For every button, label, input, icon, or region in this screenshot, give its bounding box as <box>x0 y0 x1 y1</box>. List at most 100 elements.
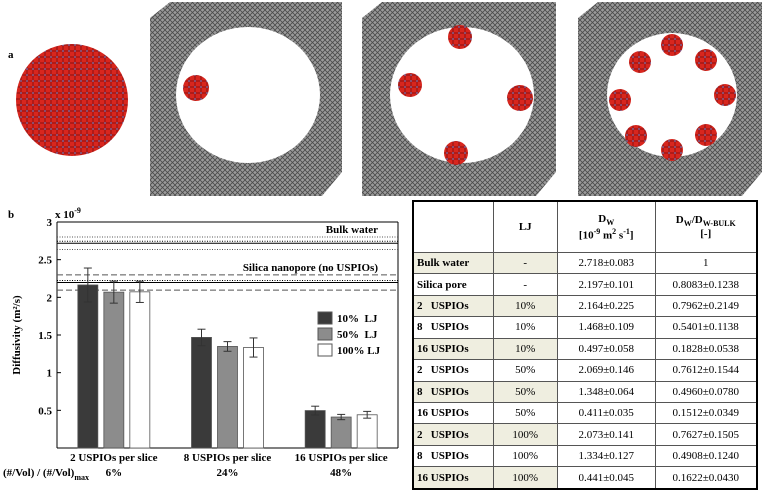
header-text: D <box>598 212 607 225</box>
table-row: 2 USPIOs 50% 2.069±0.146 0.7612±0.1544 <box>412 359 758 382</box>
table-header-cell: LJ <box>492 200 558 253</box>
table-cell: 2 USPIOs <box>412 423 494 446</box>
table-cell: 1.348±0.064 <box>556 380 656 403</box>
y-tick-label: 3 <box>47 217 53 229</box>
y-tick-label: 1.5 <box>38 330 52 342</box>
table-cell: 10% <box>492 316 558 339</box>
x-sub-title-subscript: max <box>74 473 89 482</box>
bar <box>217 346 238 449</box>
legend-swatch <box>317 311 333 325</box>
table-cell: 0.1622±0.0430 <box>654 466 758 490</box>
table-cell: 0.7627±0.1505 <box>654 423 758 446</box>
scale-exponent: -9 <box>74 206 81 215</box>
table-header-cell: DW [10-9 m2 s-1] <box>556 200 656 253</box>
table-cell: 0.4908±0.1240 <box>654 444 758 468</box>
table-cell: 2 USPIOs <box>412 294 494 318</box>
table-row: 2 USPIOs 100% 2.073±0.141 0.7627±0.1505 <box>412 423 758 446</box>
table-cell: 2.197±0.101 <box>556 273 656 296</box>
table-cell: Bulk water <box>412 251 494 275</box>
table-header-cell <box>412 200 494 253</box>
table-cell: 16 USPIOs <box>412 337 494 361</box>
table-cell: 50% <box>492 380 558 403</box>
header-text: /D <box>691 213 703 226</box>
table-row: 16 USPIOs 100% 0.441±0.045 0.1622±0.0430 <box>412 466 758 490</box>
table-row: 16 USPIOs 50% 0.411±0.035 0.1512±0.0349 <box>412 401 758 425</box>
table-cell: 0.1512±0.0349 <box>654 401 758 425</box>
bar <box>103 291 125 449</box>
table-cell: 1.334±0.127 <box>556 444 656 468</box>
panel-label: b <box>8 209 14 221</box>
table-cell: 8 USPIOs <box>412 380 494 403</box>
table-cell: 8 USPIOs <box>412 316 494 339</box>
bar <box>304 410 326 449</box>
legend-label: 10% LJ <box>337 313 378 325</box>
table-cell: 2.164±0.225 <box>556 294 656 318</box>
header-text: 2 <box>612 226 617 236</box>
table-cell: 0.5401±0.1138 <box>654 316 758 339</box>
header-text: [10 <box>578 229 594 242</box>
x-tick-label: 16 USPIOs per slice <box>295 452 388 464</box>
table-row: Bulk water -2.718±0.083 1 <box>412 251 758 275</box>
table-row: Silica pore -2.197±0.101 0.8083±0.1238 <box>412 273 758 296</box>
table-cell: 10% <box>492 337 558 361</box>
table-row: 8 USPIOs 100% 1.334±0.127 0.4908±0.1240 <box>412 444 758 468</box>
x-sub-title: (#/Vol) / (#/Vol)max <box>3 467 89 482</box>
table-cell: 10% <box>492 294 558 318</box>
table-cell: 100% <box>492 444 558 468</box>
bar <box>243 347 264 449</box>
x-sublabel: 48% <box>330 467 352 479</box>
header-text: W-BULK <box>702 219 736 229</box>
table-cell: 50% <box>492 359 558 382</box>
header-text: -1 <box>623 226 630 236</box>
table-row: 8 USPIOs 50% 1.348±0.064 0.4960±0.0780 <box>412 380 758 403</box>
header-text: D <box>675 213 684 226</box>
legend-label: 100% LJ <box>337 345 381 357</box>
x-sublabel: 24% <box>217 467 239 479</box>
table-cell: 0.7612±0.1544 <box>654 359 758 382</box>
panel-label: a <box>8 49 14 61</box>
results-table: LJ DW [10-9 m2 s-1] DW/DW-BULK [-] Bulk water… <box>412 200 758 490</box>
table-cell: 8 USPIOs <box>412 444 494 468</box>
y-tick-label: 0.5 <box>38 405 52 417</box>
table-cell: 0.497±0.058 <box>556 337 656 361</box>
table-cell: 2 USPIOs <box>412 359 494 382</box>
legend-swatch <box>317 327 333 341</box>
bar <box>356 414 378 449</box>
y-tick-label: 1 <box>47 368 53 380</box>
table-header-cell: DW/DW-BULK [-] <box>654 200 758 253</box>
table-header-row: LJ DW [10-9 m2 s-1] DW/DW-BULK [-] <box>412 200 758 253</box>
table-cell: 50% <box>492 401 558 425</box>
table-cell: Silica pore <box>412 273 494 296</box>
table-cell: - <box>492 273 558 296</box>
scale-base: x 10 <box>55 209 75 221</box>
header-text: -9 <box>593 226 601 236</box>
table-cell: 0.441±0.045 <box>556 466 656 490</box>
table-cell: 0.4960±0.0780 <box>654 380 758 403</box>
header-text: W <box>683 219 692 229</box>
legend-swatch <box>317 343 333 357</box>
table-row: 16 USPIOs 10% 0.497±0.058 0.1828±0.0538 <box>412 337 758 361</box>
bar <box>129 291 151 449</box>
nanoparticle <box>16 44 128 156</box>
reference-label: Silica nanopore (no USPIOs) <box>243 262 379 274</box>
bar <box>330 416 352 449</box>
header-text: m <box>600 229 613 242</box>
header-text: ] <box>629 229 634 242</box>
pore-model <box>362 2 556 196</box>
table-cell: 1 <box>654 251 758 275</box>
bar <box>191 337 212 449</box>
header-text: W <box>606 217 615 227</box>
y-tick-label: 2.5 <box>38 255 52 267</box>
bar <box>77 284 99 449</box>
table-cell: 2.069±0.146 <box>556 359 656 382</box>
y-axis-label: Diffusivity (m²/s) <box>11 295 23 375</box>
pore-model <box>150 2 342 196</box>
header-text: LJ <box>518 221 532 233</box>
table-cell: 100% <box>492 466 558 490</box>
table-cell: 0.1828±0.0538 <box>654 337 758 361</box>
table-cell: 0.411±0.035 <box>556 401 656 425</box>
table-row: 8 USPIOs 10% 1.468±0.109 0.5401±0.1138 <box>412 316 758 339</box>
x-tick-label: 8 USPIOs per slice <box>184 452 272 464</box>
